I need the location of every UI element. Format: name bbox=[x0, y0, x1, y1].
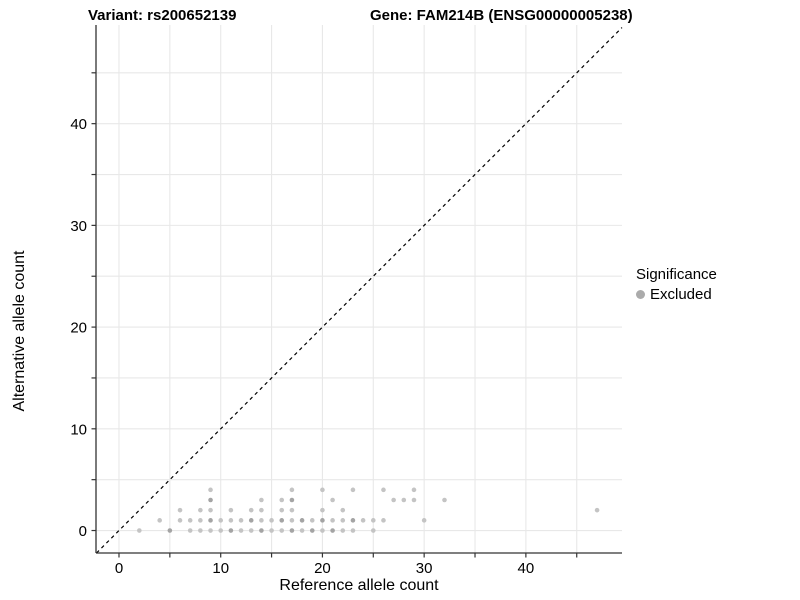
x-tick-label: 40 bbox=[518, 560, 535, 577]
data-point bbox=[289, 518, 295, 523]
data-point bbox=[309, 518, 315, 523]
legend-point-icon bbox=[636, 290, 645, 299]
data-point bbox=[248, 518, 254, 523]
data-point bbox=[309, 528, 315, 533]
x-tick-label: 0 bbox=[115, 560, 123, 577]
data-point bbox=[187, 528, 193, 533]
data-point bbox=[208, 507, 213, 513]
data-point bbox=[289, 528, 295, 533]
data-point bbox=[248, 507, 254, 513]
data-point bbox=[279, 497, 285, 503]
data-point bbox=[370, 518, 376, 523]
data-point bbox=[320, 507, 325, 513]
data-point bbox=[340, 518, 346, 523]
axis-lines bbox=[95, 25, 622, 554]
data-point bbox=[238, 528, 244, 533]
data-point bbox=[421, 518, 427, 523]
data-point bbox=[198, 528, 203, 533]
x-tick-label: 20 bbox=[314, 560, 331, 577]
legend: Significance Excluded bbox=[636, 266, 717, 303]
data-points bbox=[137, 487, 600, 533]
data-point bbox=[594, 507, 600, 513]
data-point bbox=[208, 497, 213, 503]
plot-title-variant: Variant: rs200652139 bbox=[88, 7, 237, 24]
data-point bbox=[299, 528, 305, 533]
legend-title: Significance bbox=[636, 266, 717, 283]
data-point bbox=[401, 497, 407, 503]
data-point bbox=[411, 487, 417, 493]
legend-item-excluded: Excluded bbox=[636, 286, 717, 303]
data-point bbox=[198, 507, 203, 513]
data-point bbox=[330, 528, 335, 533]
data-point bbox=[259, 528, 264, 533]
x-tick-label: 10 bbox=[212, 560, 229, 577]
x-axis-title: Reference allele count bbox=[279, 577, 439, 594]
data-point bbox=[279, 528, 285, 533]
data-point bbox=[289, 507, 295, 513]
data-point bbox=[330, 518, 335, 523]
data-point bbox=[370, 528, 376, 533]
data-point bbox=[228, 507, 234, 513]
data-point bbox=[259, 497, 264, 503]
y-axis-title: Alternative allele count bbox=[11, 250, 28, 412]
data-point bbox=[320, 518, 325, 523]
plot-title-gene: Gene: FAM214B (ENSG00000005238) bbox=[370, 7, 633, 24]
data-point bbox=[238, 518, 244, 523]
data-point bbox=[218, 518, 224, 523]
tick-marks bbox=[91, 72, 578, 558]
data-point bbox=[167, 528, 173, 533]
data-point bbox=[289, 487, 295, 493]
data-point bbox=[330, 497, 335, 503]
data-point bbox=[259, 507, 264, 513]
data-point bbox=[208, 487, 213, 493]
y-tick-labels: 0 10 20 30 40 bbox=[70, 116, 87, 540]
data-point bbox=[259, 518, 264, 523]
data-point bbox=[137, 528, 142, 533]
data-point bbox=[442, 497, 447, 503]
data-point bbox=[157, 518, 162, 523]
data-point bbox=[381, 487, 386, 493]
data-point bbox=[391, 497, 396, 503]
data-point bbox=[299, 518, 305, 523]
y-tick-label: 20 bbox=[70, 320, 87, 337]
data-point bbox=[320, 528, 325, 533]
y-tick-label: 40 bbox=[70, 116, 87, 133]
data-point bbox=[340, 528, 346, 533]
data-point bbox=[248, 528, 254, 533]
data-point bbox=[269, 518, 274, 523]
data-point bbox=[177, 518, 183, 523]
data-point bbox=[350, 518, 356, 523]
identity-line bbox=[96, 27, 623, 554]
x-tick-labels: 0 10 20 30 40 bbox=[115, 560, 534, 577]
data-point bbox=[340, 507, 346, 513]
data-point bbox=[360, 518, 366, 523]
data-point bbox=[187, 518, 193, 523]
data-point bbox=[208, 518, 213, 523]
gridlines bbox=[96, 25, 622, 553]
y-tick-label: 30 bbox=[70, 218, 87, 235]
data-point bbox=[320, 487, 325, 493]
data-point bbox=[269, 528, 274, 533]
data-point bbox=[411, 497, 417, 503]
data-point bbox=[350, 528, 356, 533]
data-point bbox=[177, 507, 183, 513]
data-point bbox=[228, 528, 234, 533]
data-point bbox=[208, 528, 213, 533]
y-tick-label: 0 bbox=[79, 523, 87, 540]
data-point bbox=[198, 518, 203, 523]
y-tick-label: 10 bbox=[70, 421, 87, 438]
data-point bbox=[289, 497, 295, 503]
data-point bbox=[350, 487, 356, 493]
data-point bbox=[218, 528, 224, 533]
data-point bbox=[381, 518, 386, 523]
data-point bbox=[228, 518, 234, 523]
data-point bbox=[279, 518, 285, 523]
data-point bbox=[279, 507, 285, 513]
x-tick-label: 30 bbox=[416, 560, 433, 577]
legend-item-label: Excluded bbox=[650, 286, 712, 303]
